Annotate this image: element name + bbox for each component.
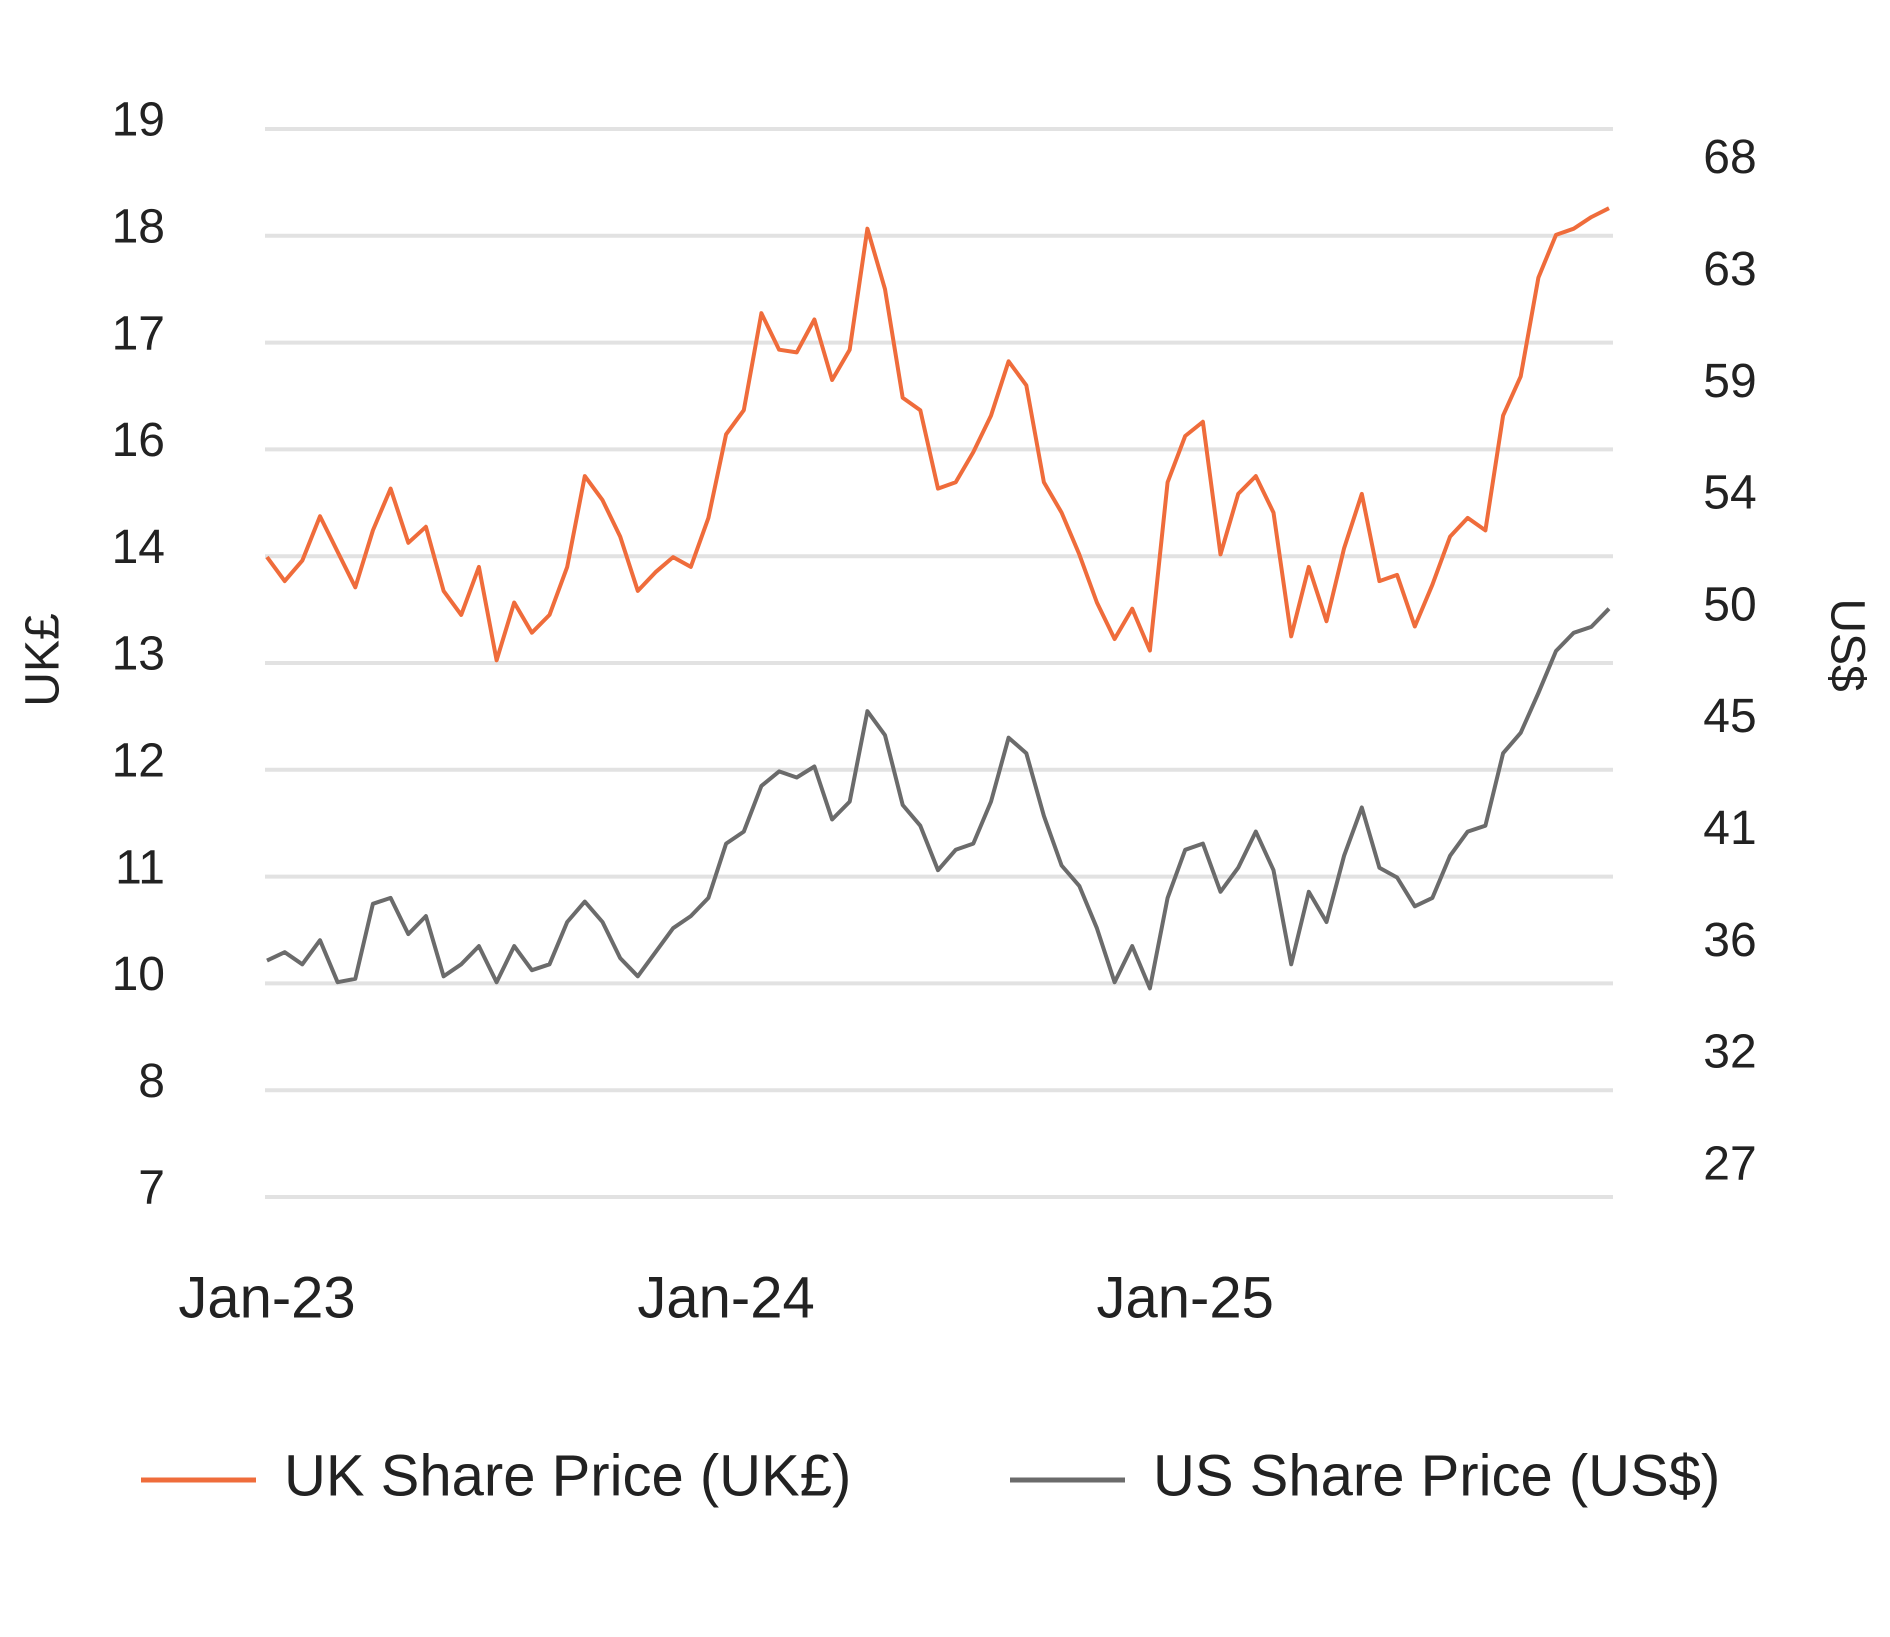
y2-tick-label: 50 bbox=[1703, 578, 1756, 631]
y-tick-label: 11 bbox=[115, 841, 165, 894]
y-tick-label: 8 bbox=[138, 1055, 165, 1108]
x-tick-label: Jan-25 bbox=[1097, 1265, 1274, 1330]
legend-label: UK Share Price (UK£) bbox=[284, 1443, 851, 1508]
y-axis-title: UK£ bbox=[17, 613, 70, 706]
y-tick-label: 14 bbox=[112, 521, 165, 574]
y-tick-label: 13 bbox=[112, 628, 165, 681]
y2-tick-label: 45 bbox=[1703, 690, 1756, 743]
y2-tick-label: 41 bbox=[1703, 802, 1756, 855]
y-tick-label: 10 bbox=[112, 948, 165, 1001]
x-tick-label: Jan-23 bbox=[178, 1265, 355, 1330]
y2-tick-label: 59 bbox=[1703, 355, 1756, 408]
y2-tick-label: 36 bbox=[1703, 914, 1756, 967]
y2-tick-label: 68 bbox=[1703, 131, 1756, 184]
y-tick-label: 12 bbox=[112, 734, 165, 787]
y-tick-label: 19 bbox=[112, 94, 165, 147]
x-tick-label: Jan-24 bbox=[637, 1265, 814, 1330]
y2-tick-label: 32 bbox=[1703, 1026, 1756, 1079]
series-line bbox=[266, 607, 1611, 991]
series-line bbox=[265, 206, 1610, 663]
legend-label: US Share Price (US$) bbox=[1153, 1443, 1720, 1508]
y2-tick-label: 63 bbox=[1703, 243, 1756, 296]
y-tick-label: 7 bbox=[138, 1162, 165, 1215]
y-tick-label: 17 bbox=[112, 307, 165, 360]
y-tick-label: 16 bbox=[112, 414, 165, 467]
y2-tick-label: 27 bbox=[1703, 1137, 1756, 1190]
y2-tick-label: 54 bbox=[1703, 467, 1756, 520]
y-tick-label: 18 bbox=[112, 200, 165, 253]
y2-axis-title: US$ bbox=[1820, 598, 1873, 691]
